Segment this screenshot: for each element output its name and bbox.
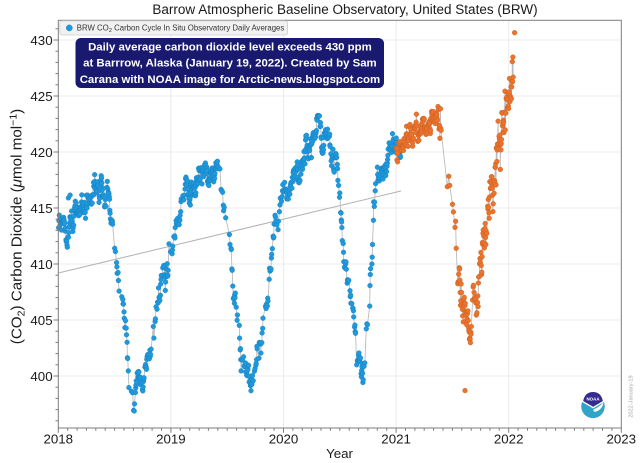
- svg-text:2021: 2021: [381, 431, 411, 446]
- svg-text:425: 425: [30, 89, 52, 104]
- svg-text:Year: Year: [326, 446, 353, 461]
- svg-text:2020: 2020: [269, 431, 299, 446]
- svg-text:NOAA: NOAA: [586, 396, 600, 401]
- svg-text:Barrow Atmospheric Baseline Ob: Barrow Atmospheric Baseline Observatory,…: [152, 2, 537, 17]
- svg-text:Daily average carbon dioxide l: Daily average carbon dioxide level excee…: [88, 41, 372, 53]
- svg-text:410: 410: [30, 257, 52, 272]
- svg-text:420: 420: [30, 145, 52, 160]
- svg-text:415: 415: [30, 201, 52, 216]
- svg-text:2019: 2019: [156, 431, 186, 446]
- svg-text:(CO2) Carbon Dioxide (μmol mol: (CO2) Carbon Dioxide (μmol mol−1): [8, 109, 28, 344]
- svg-text:405: 405: [30, 313, 52, 328]
- svg-text:400: 400: [30, 369, 52, 384]
- svg-text:at Barrrow, Alaska (January 19: at Barrrow, Alaska (January 19, 2022). C…: [83, 58, 377, 70]
- svg-text:Carana with NOAA image for Arc: Carana with NOAA image for Arctic-news.b…: [80, 74, 380, 86]
- svg-text:2022: 2022: [494, 431, 524, 446]
- svg-text:2022-January-19: 2022-January-19: [628, 375, 634, 417]
- svg-text:2018: 2018: [44, 431, 74, 446]
- svg-text:430: 430: [30, 33, 52, 48]
- svg-text:2023: 2023: [607, 431, 637, 446]
- svg-text:BRW CO2 Carbon Cycle In Situ O: BRW CO2 Carbon Cycle In Situ Observatory…: [77, 24, 285, 35]
